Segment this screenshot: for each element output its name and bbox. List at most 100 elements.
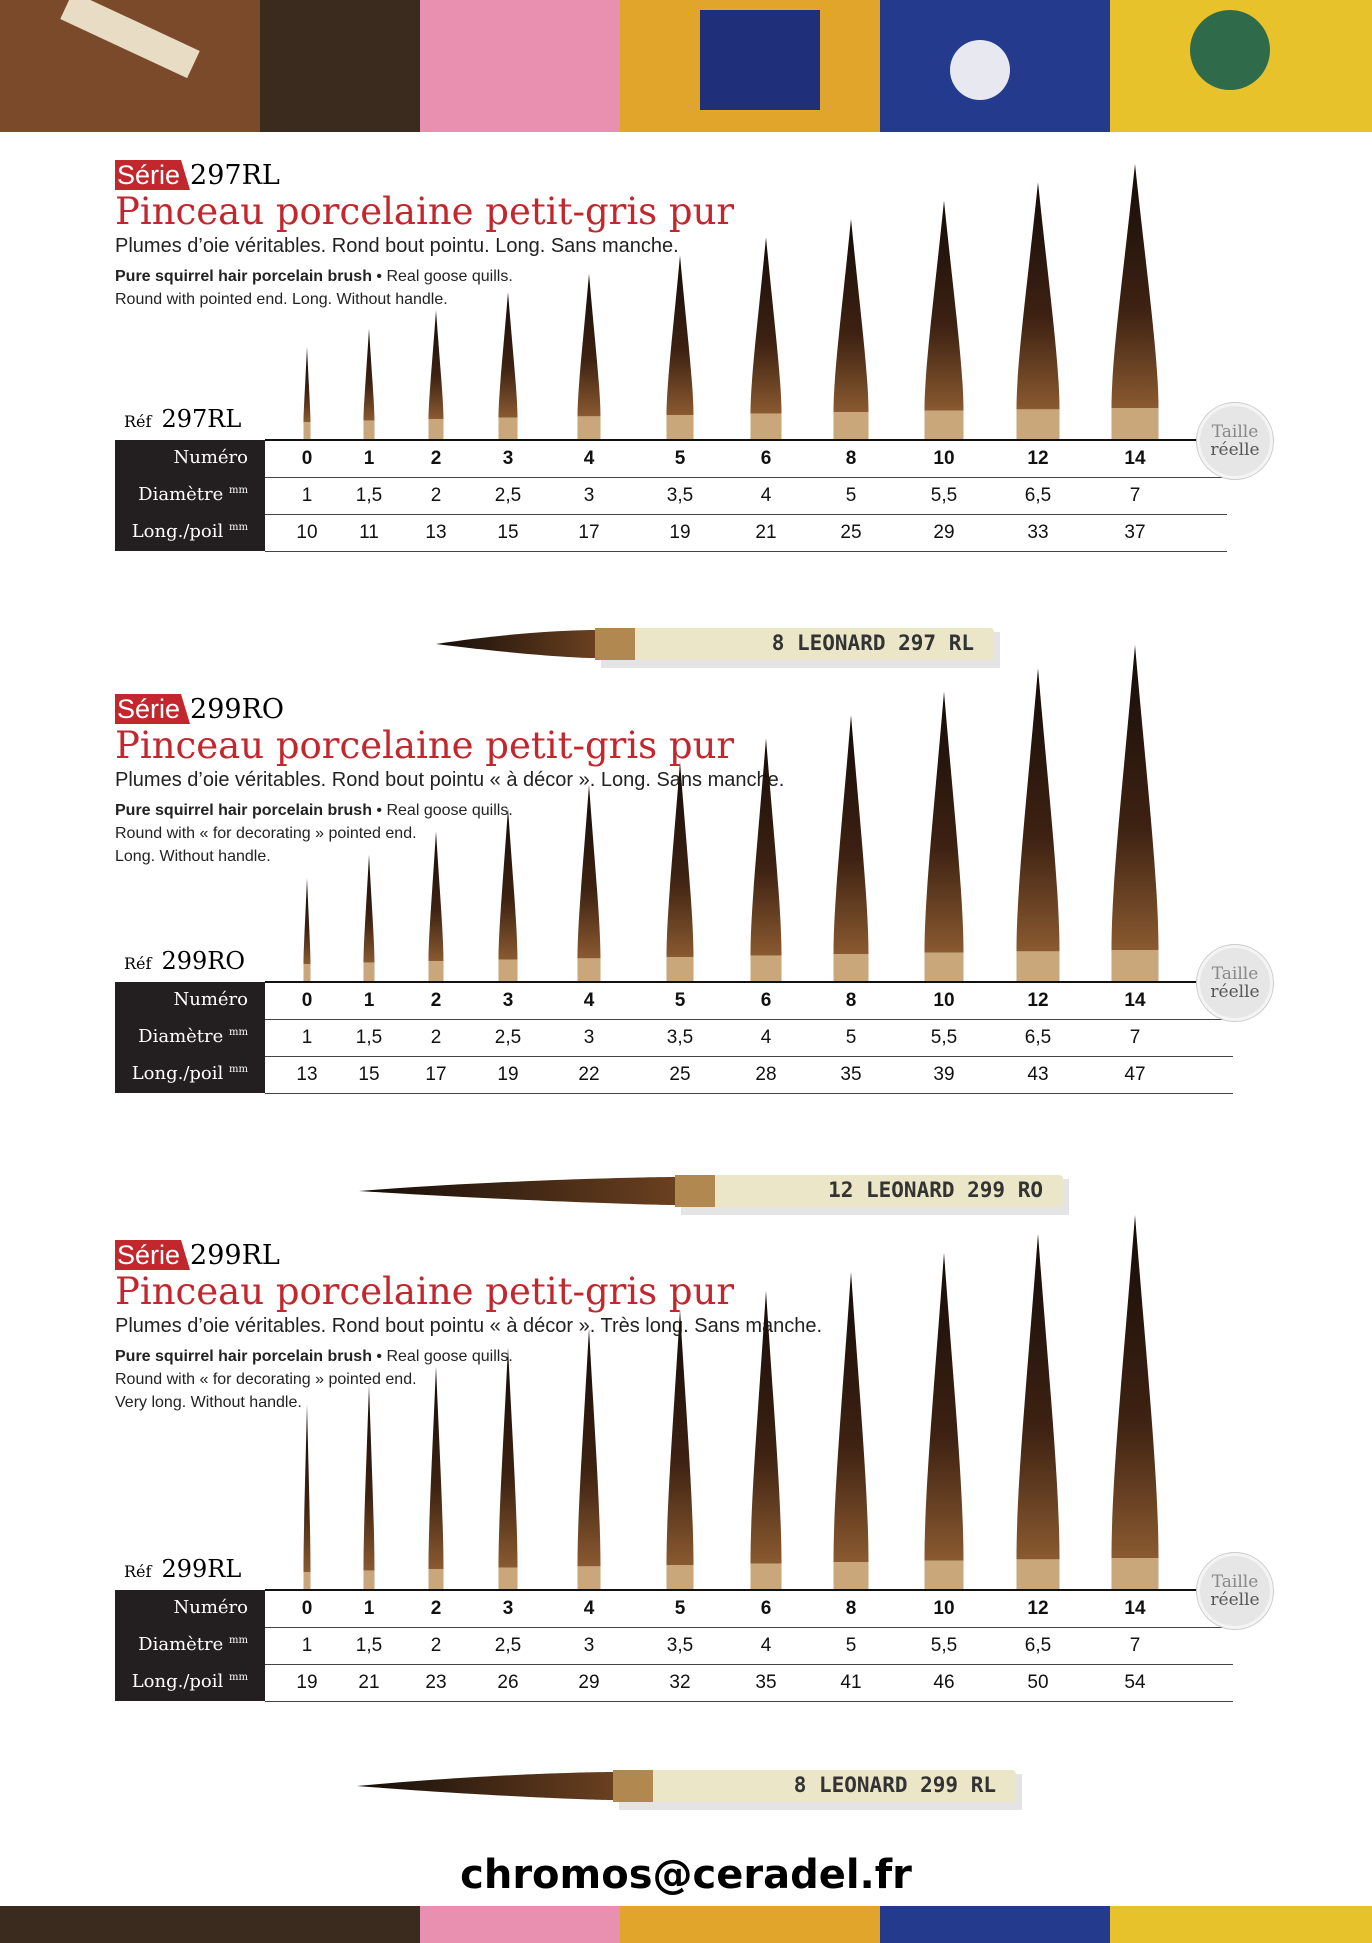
brush-hair (303, 347, 311, 422)
brush-hair (428, 310, 444, 420)
series-code: 299RO (190, 694, 285, 725)
row-label-text: Numéro (173, 1597, 248, 1618)
table-cell: 5,5 (930, 1027, 958, 1048)
series-line: Série 299RO (115, 694, 284, 725)
brush-hair (1111, 1215, 1159, 1558)
brush-hair (833, 1271, 869, 1563)
brush-hair (577, 273, 601, 417)
brush-hair (363, 328, 375, 421)
table-cell: 1,5 (355, 1027, 383, 1048)
table-cell: 2,5 (494, 485, 522, 506)
row-label: Diamètre mm (138, 1634, 248, 1655)
table-cell: 3 (502, 448, 514, 469)
brush-ferrule (833, 412, 869, 440)
ref-label: Réf (124, 954, 152, 973)
table-cell: 43 (1027, 1064, 1049, 1085)
badge-line: réelle (1210, 1590, 1260, 1610)
table-cell: 17 (578, 522, 600, 543)
table-cell: 6,5 (1024, 485, 1052, 506)
table-cell: 3 (583, 1635, 595, 1656)
brush (666, 255, 694, 440)
brush (666, 1309, 694, 1590)
brush (363, 1385, 375, 1590)
row-label: Numéro (173, 1597, 248, 1618)
table-cell: 29 (933, 522, 955, 543)
table-cell: 32 (669, 1672, 691, 1693)
table: Numéro Diamètre mm Long./poil mm 0 1 2 3 4 5 6 8 10… (115, 439, 1227, 552)
brush-hair (1016, 182, 1060, 410)
table-cell: 50 (1027, 1672, 1049, 1693)
badge-line: réelle (1210, 440, 1260, 460)
brush-hair (363, 1385, 375, 1571)
table-top-rule (265, 981, 1233, 983)
table-cell: 0 (301, 1598, 313, 1619)
photo-handle (613, 1770, 1016, 1802)
table-rule (265, 1701, 1233, 1702)
brush-photo: 12 LEONARD 299 RO (359, 1175, 1069, 1215)
english-line: Round with « for decorating » pointed en… (115, 1371, 417, 1388)
table-cell: 22 (578, 1064, 600, 1085)
table-cell: 1 (363, 990, 375, 1011)
english-line: Round with « for decorating » pointed en… (115, 825, 417, 842)
brush (303, 878, 311, 982)
brush (750, 1290, 782, 1590)
table-cell: 7 (1129, 1635, 1141, 1656)
series-label: Série (115, 694, 191, 724)
brush-ferrule (577, 1566, 601, 1590)
brush-ferrule (498, 959, 518, 982)
row-label-text: Long./poil (131, 1671, 224, 1692)
table-cell: 4 (760, 485, 772, 506)
photo-hair (359, 1177, 675, 1205)
brush (666, 761, 694, 982)
table-rule (265, 1664, 1233, 1665)
table-cell: 5,5 (930, 485, 958, 506)
brush-ferrule (924, 410, 964, 440)
english-line: Very long. Without handle. (115, 1394, 302, 1411)
brush-hair (1111, 164, 1159, 408)
brush-hair (1016, 1233, 1060, 1560)
table-cell: 0 (301, 448, 313, 469)
brush-ferrule (666, 957, 694, 982)
brush (924, 200, 964, 440)
brush-ferrule (1111, 408, 1159, 440)
brush-hair (498, 292, 518, 418)
table-cell: 10 (296, 522, 318, 543)
table-rule (265, 1056, 1233, 1057)
brush-ferrule (577, 958, 601, 982)
row-label-text: Numéro (173, 989, 248, 1010)
brush-ferrule (577, 416, 601, 440)
table-rule (265, 1093, 1233, 1094)
brush (1111, 645, 1159, 982)
table-label-column (115, 982, 265, 1093)
brush-hair (833, 714, 869, 955)
brush (498, 808, 518, 982)
brush-ferrule (924, 952, 964, 982)
badge-line: Taille (1211, 422, 1259, 442)
brush-ferrule (363, 420, 375, 440)
brush-ferrule (750, 1563, 782, 1590)
brush-hair (833, 218, 869, 413)
brush-ferrule (428, 419, 444, 440)
brush-hair (924, 200, 964, 411)
table-cell: 12 (1027, 990, 1049, 1011)
brush-ferrule (303, 422, 311, 440)
series-line: Série 297RL (115, 160, 280, 191)
brush-ferrule (666, 1565, 694, 1590)
brush-hair (750, 1290, 782, 1564)
photo-hair (436, 630, 595, 658)
english-bold: Pure squirrel hair porcelain brush (115, 268, 372, 285)
brush-ferrule (924, 1560, 964, 1590)
brush (498, 292, 518, 440)
row-label-text: Numéro (173, 447, 248, 468)
brush-row (303, 1215, 1159, 1590)
table-top-rule (265, 439, 1227, 441)
badge-line: Taille (1211, 1572, 1259, 1592)
table-cell: 23 (425, 1672, 447, 1693)
row-label-text: Diamètre (138, 484, 224, 505)
size-badge: Taille réelle (1197, 1553, 1273, 1629)
photo-hair (357, 1772, 613, 1800)
english-bold: Pure squirrel hair porcelain brush (115, 1348, 372, 1365)
ref-code: 299RL (161, 1555, 242, 1583)
brush (833, 218, 869, 440)
english-rest: • Real goose quills. (376, 1348, 513, 1365)
